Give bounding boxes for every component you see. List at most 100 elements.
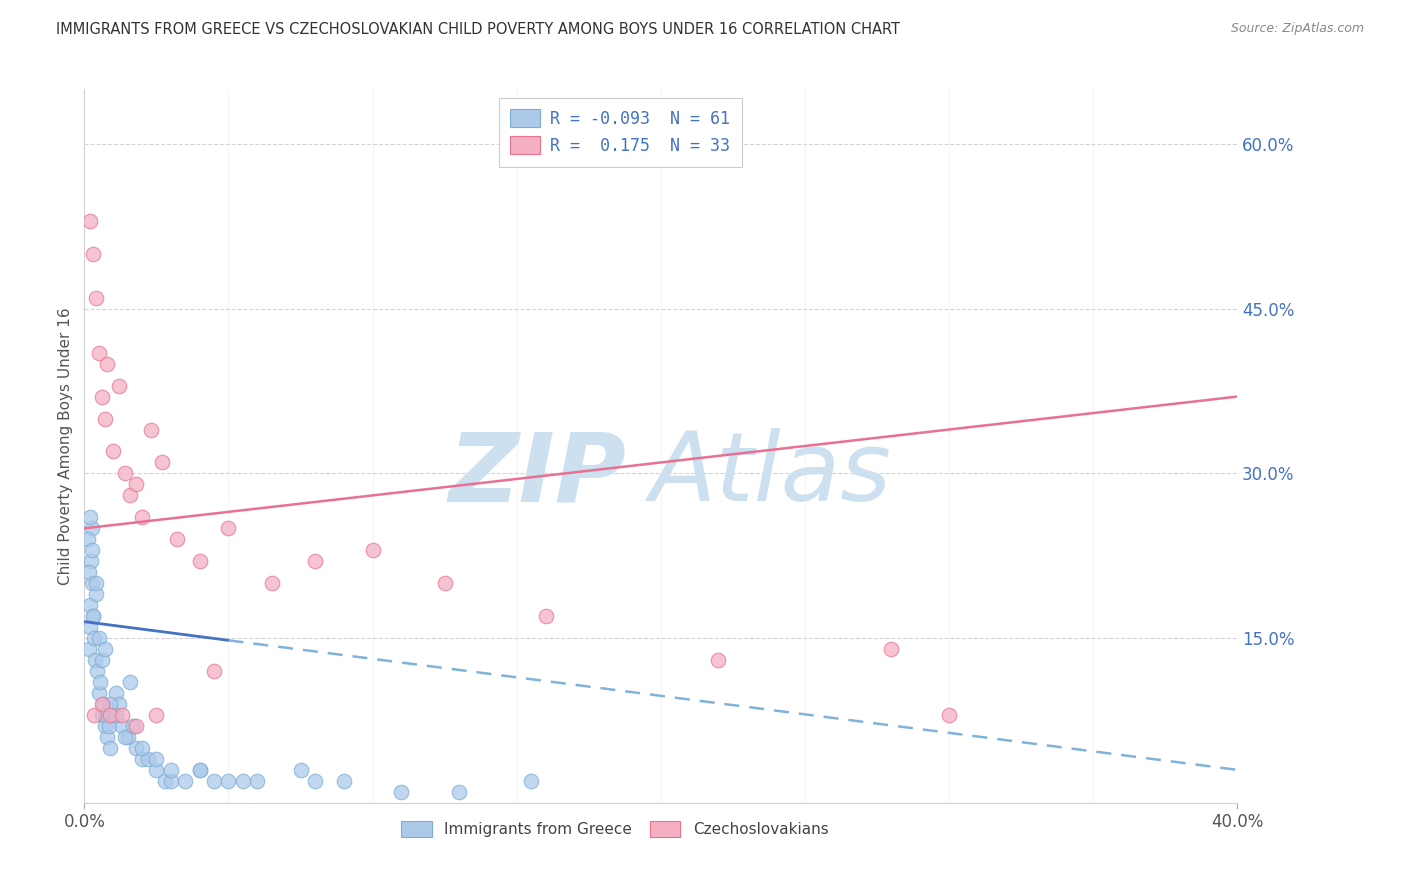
Point — [145, 763, 167, 777]
Point — [93, 411, 115, 425]
Point — [114, 467, 136, 481]
Point — [166, 533, 188, 547]
Point — [391, 785, 413, 799]
Point — [96, 730, 118, 744]
Point — [76, 533, 98, 547]
Point — [202, 773, 225, 788]
Point — [90, 697, 112, 711]
Point — [103, 708, 124, 723]
Point — [120, 675, 142, 690]
Point — [188, 763, 211, 777]
Point — [150, 455, 173, 469]
Point — [111, 719, 134, 733]
Point — [125, 477, 148, 491]
Point — [520, 773, 543, 788]
Point — [188, 763, 211, 777]
Point — [433, 576, 456, 591]
Text: ZIP: ZIP — [449, 428, 626, 521]
Point — [80, 554, 103, 568]
Point — [84, 587, 107, 601]
Point — [77, 566, 100, 580]
Point — [707, 653, 730, 667]
Point — [304, 773, 326, 788]
Point — [131, 752, 153, 766]
Point — [202, 664, 225, 678]
Point — [534, 609, 557, 624]
Point — [880, 642, 903, 657]
Point — [90, 708, 112, 723]
Point — [96, 357, 118, 371]
Point — [246, 773, 269, 788]
Point — [79, 510, 101, 524]
Point — [122, 719, 145, 733]
Point — [98, 708, 121, 723]
Point — [117, 730, 139, 744]
Text: IMMIGRANTS FROM GREECE VS CZECHOSLOVAKIAN CHILD POVERTY AMONG BOYS UNDER 16 CORR: IMMIGRANTS FROM GREECE VS CZECHOSLOVAKIA… — [56, 22, 900, 37]
Point — [82, 247, 104, 261]
Point — [111, 708, 134, 723]
Point — [87, 631, 110, 645]
Point — [232, 773, 254, 788]
Point — [97, 719, 120, 733]
Point — [160, 773, 183, 788]
Point — [108, 378, 131, 392]
Point — [82, 576, 104, 591]
Point — [84, 576, 107, 591]
Point — [84, 291, 107, 305]
Point — [105, 686, 128, 700]
Point — [98, 740, 121, 755]
Point — [114, 730, 136, 744]
Point — [79, 214, 101, 228]
Point — [125, 719, 148, 733]
Point — [90, 390, 112, 404]
Point — [174, 773, 197, 788]
Point — [218, 521, 240, 535]
Point — [120, 488, 142, 502]
Point — [304, 554, 326, 568]
Point — [145, 752, 167, 766]
Point — [290, 763, 312, 777]
Point — [153, 773, 176, 788]
Point — [361, 543, 384, 558]
Text: Atlas: Atlas — [650, 428, 891, 521]
Point — [103, 444, 124, 458]
Point — [131, 510, 153, 524]
Point — [139, 423, 162, 437]
Point — [91, 697, 114, 711]
Point — [89, 675, 111, 690]
Point — [93, 642, 115, 657]
Point — [188, 554, 211, 568]
Point — [93, 719, 115, 733]
Point — [333, 773, 356, 788]
Point — [87, 686, 110, 700]
Y-axis label: Child Poverty Among Boys Under 16: Child Poverty Among Boys Under 16 — [58, 307, 73, 585]
Text: Source: ZipAtlas.com: Source: ZipAtlas.com — [1230, 22, 1364, 36]
Point — [79, 598, 101, 612]
Point — [84, 653, 107, 667]
Point — [108, 697, 131, 711]
Point — [98, 697, 121, 711]
Point — [83, 708, 105, 723]
Point — [160, 763, 183, 777]
Point — [125, 740, 148, 755]
Point — [938, 708, 960, 723]
Point — [79, 620, 101, 634]
Legend: Immigrants from Greece, Czechoslovakians: Immigrants from Greece, Czechoslovakians — [394, 814, 837, 845]
Point — [80, 521, 103, 535]
Point — [131, 740, 153, 755]
Point — [218, 773, 240, 788]
Point — [449, 785, 471, 799]
Point — [77, 642, 100, 657]
Point — [87, 345, 110, 359]
Point — [136, 752, 159, 766]
Point — [83, 631, 105, 645]
Point — [260, 576, 283, 591]
Point — [80, 543, 103, 558]
Point — [82, 609, 104, 624]
Point — [90, 653, 112, 667]
Point — [94, 708, 117, 723]
Point — [82, 609, 104, 624]
Point — [105, 708, 128, 723]
Point — [145, 708, 167, 723]
Point — [86, 664, 108, 678]
